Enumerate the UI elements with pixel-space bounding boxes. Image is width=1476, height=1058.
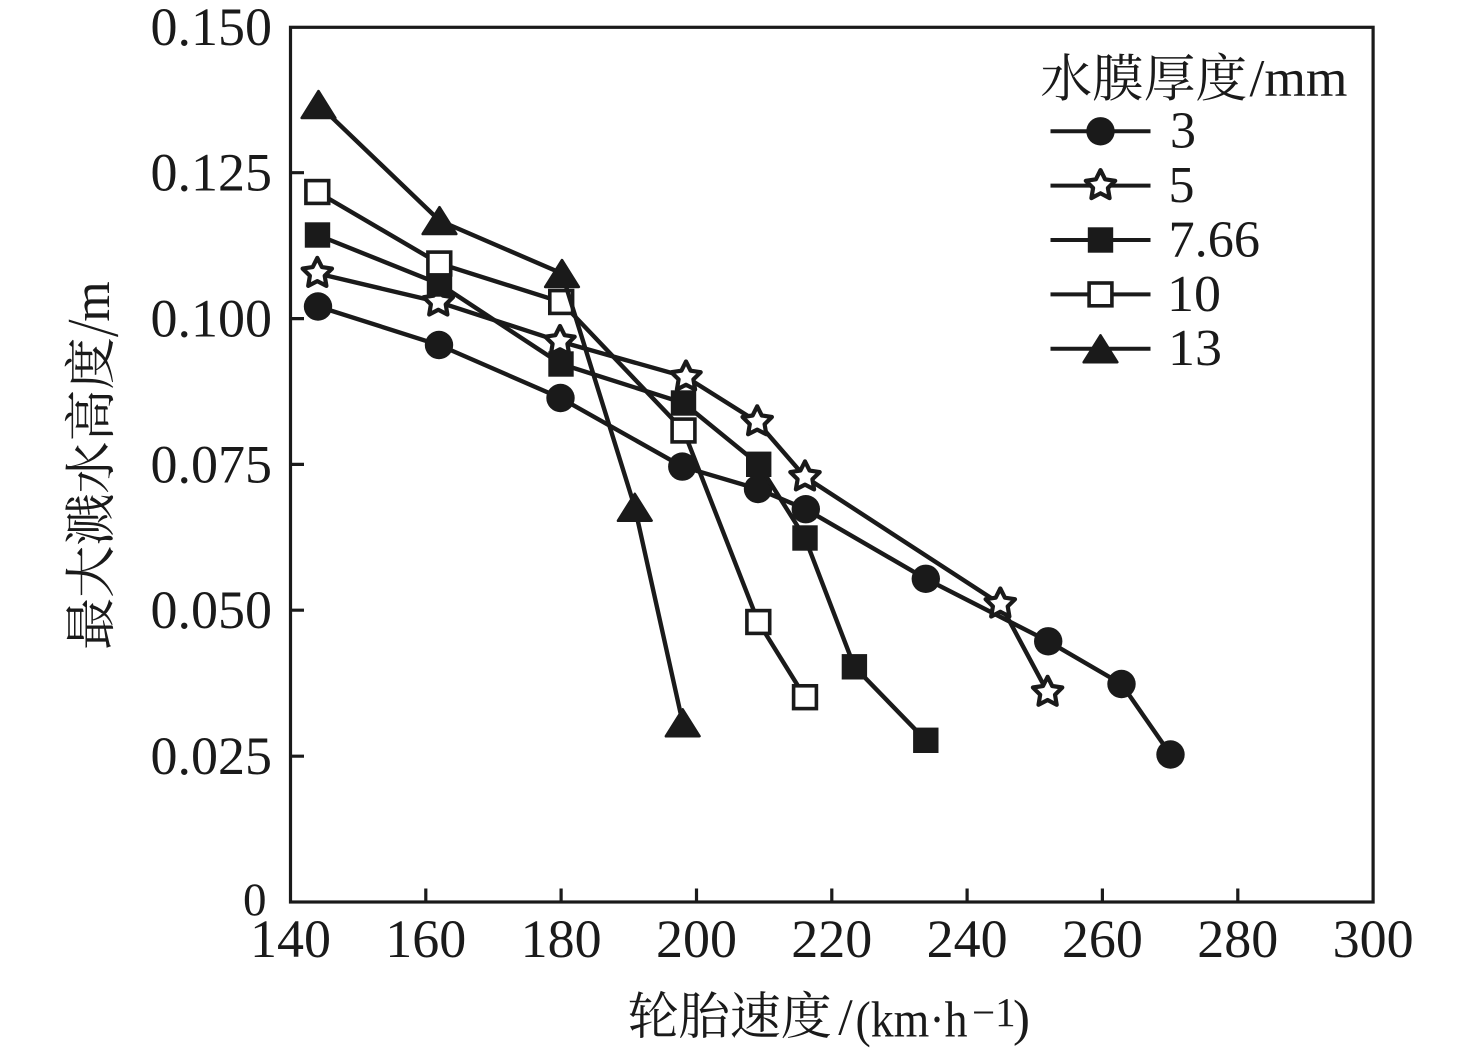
svg-text:−1: −1 <box>972 989 1016 1035</box>
svg-text:0.050: 0.050 <box>151 580 273 640</box>
svg-text:/mm: /mm <box>1250 50 1348 108</box>
svg-text:3: 3 <box>1170 103 1196 160</box>
svg-text:): ) <box>1013 991 1030 1047</box>
svg-text:0.025: 0.025 <box>151 726 273 786</box>
svg-text:7.66: 7.66 <box>1169 211 1261 268</box>
svg-text:280: 280 <box>1197 909 1278 969</box>
svg-text:140: 140 <box>250 909 331 969</box>
svg-text:180: 180 <box>521 909 602 969</box>
svg-text:0: 0 <box>243 874 267 926</box>
svg-text:0.150: 0.150 <box>151 0 273 57</box>
svg-text:(km·h: (km·h <box>856 993 968 1049</box>
svg-text:m: m <box>64 281 121 321</box>
svg-text:10: 10 <box>1167 266 1221 323</box>
svg-text:200: 200 <box>656 909 737 969</box>
svg-text:160: 160 <box>385 909 466 969</box>
svg-text:13: 13 <box>1168 320 1222 377</box>
svg-text:0.100: 0.100 <box>151 289 273 349</box>
svg-text:300: 300 <box>1333 909 1414 969</box>
svg-text:220: 220 <box>791 909 872 969</box>
svg-text:0.075: 0.075 <box>151 434 273 494</box>
svg-text:0.125: 0.125 <box>151 143 273 203</box>
svg-text:5: 5 <box>1169 157 1195 214</box>
svg-text:260: 260 <box>1062 909 1143 969</box>
svg-text:240: 240 <box>927 909 1008 969</box>
svg-text:/: / <box>838 990 853 1047</box>
